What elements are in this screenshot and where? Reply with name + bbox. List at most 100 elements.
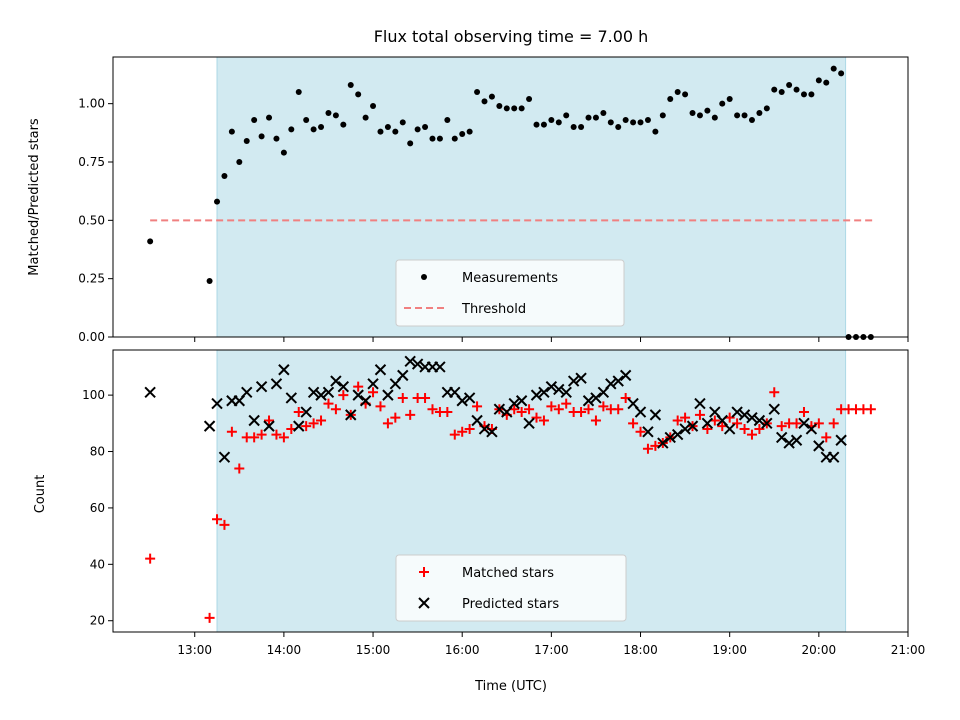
predicted-star-point [761,417,773,430]
measurement-point [533,121,540,128]
matched-star-point [776,421,787,432]
x-ticks-bottom: 13:00 14:00 15:00 16:00 17:00 18:00 19:00 20:00… [177,632,925,657]
measurement-point [258,133,265,140]
predicted-star-point [241,386,253,399]
predicted-star-point [322,386,335,399]
measurement-point [266,114,273,121]
y-tick-label: 0.00 [78,330,105,344]
predicted-star-point [798,417,810,430]
matched-star-point [278,432,289,443]
measurement-point [280,149,287,156]
x-tick-label: 15:00 [356,643,391,657]
measurement-point [748,117,755,123]
legend-marker-plus [419,567,429,577]
measurement-point [689,110,696,116]
series-measurements [147,65,874,340]
predicted-star-point [307,386,320,399]
matched-star-point [323,398,334,409]
predicted-star-point [686,420,699,432]
matched-star-point [821,432,832,443]
predicted-star-point [634,406,647,418]
measurement-point [407,140,414,147]
matched-star-point [694,409,705,420]
predicted-star-point [813,440,825,452]
measurement-point [786,82,793,88]
predicted-star-point [553,383,565,396]
matched-star-point [620,392,631,403]
measurement-point [526,96,533,102]
predicted-star-point [694,397,706,410]
predicted-star-point [538,386,550,399]
matched-star-point [405,409,416,420]
predicted-star-point [278,364,290,376]
predicted-star-point [367,378,379,390]
measurement-point [384,124,391,130]
legend-marker-cross [418,597,430,609]
ratio-marks [147,65,874,340]
x-tick-label: 13:00 [177,643,212,657]
measurement-point [778,89,785,95]
matched-star-point [516,407,527,418]
predicted-star-point [775,431,788,444]
matched-star-point [226,426,237,437]
matched-star-point [546,401,557,412]
measurement-point [206,278,213,284]
measurement-point [659,112,666,119]
matched-star-point [442,407,453,418]
predicted-star-point [768,403,780,415]
matched-star-point [382,418,393,429]
predicted-star-point [590,392,602,404]
matched-star-point [464,423,475,434]
axes-frame-bottom [112,349,909,633]
measurement-point [570,124,577,130]
matched-star-point [732,418,743,429]
measurement-point [288,126,295,133]
predicted-star-point [523,417,535,430]
predicted-star-point [211,397,223,410]
predicted-star-point [508,397,520,410]
legend-top: Measurements Threshold [395,259,625,327]
legend-marker-dot [421,274,427,280]
measurement-point [719,100,726,107]
measurement-point [622,117,629,123]
predicted-star-point [300,406,312,418]
measurement-point [800,91,807,98]
y-tick-label: 80 [90,445,105,459]
predicted-star-point [330,375,342,387]
predicted-star-point [605,378,617,390]
measurement-point [332,112,339,119]
matched-star-point [739,423,750,434]
predicted-star-point [567,375,580,387]
measurement-point [347,82,354,88]
ratio-panel: Flux total observing time = 7.00 h 0.000… [27,27,909,344]
predicted-star-point [285,392,298,404]
matched-star-point [249,432,260,443]
matched-star-point [234,463,245,474]
matched-star-point [390,412,401,423]
measurement-point [652,128,659,135]
predicted-star-point [315,389,327,401]
legend-label: Predicted stars [462,597,559,612]
matched-star-point [420,392,431,403]
measurement-point [503,105,510,112]
y-tick-label: 60 [90,501,105,515]
predicted-star-point [293,420,305,432]
predicted-star-point [657,437,669,449]
predicted-star-point [835,434,847,446]
measurement-point [377,128,384,135]
predicted-star-point [493,403,506,415]
measurement-point [771,86,778,93]
matched-star-point [561,398,572,409]
measurement-point [726,96,733,102]
matched-star-point [590,415,601,426]
matched-star-point [628,418,639,429]
y-ticks-bottom: 20 40 60 80 100 [82,388,113,628]
matched-star-point [427,404,438,415]
measurement-point [734,112,741,119]
matched-star-point [798,407,809,418]
y-ticks-top: 0.00 0.25 0.50 0.75 1.00 [78,97,113,344]
measurement-point [808,91,815,98]
measurement-point [214,198,221,205]
x-tick-label: 16:00 [445,643,480,657]
x-tick-label: 18:00 [623,643,658,657]
